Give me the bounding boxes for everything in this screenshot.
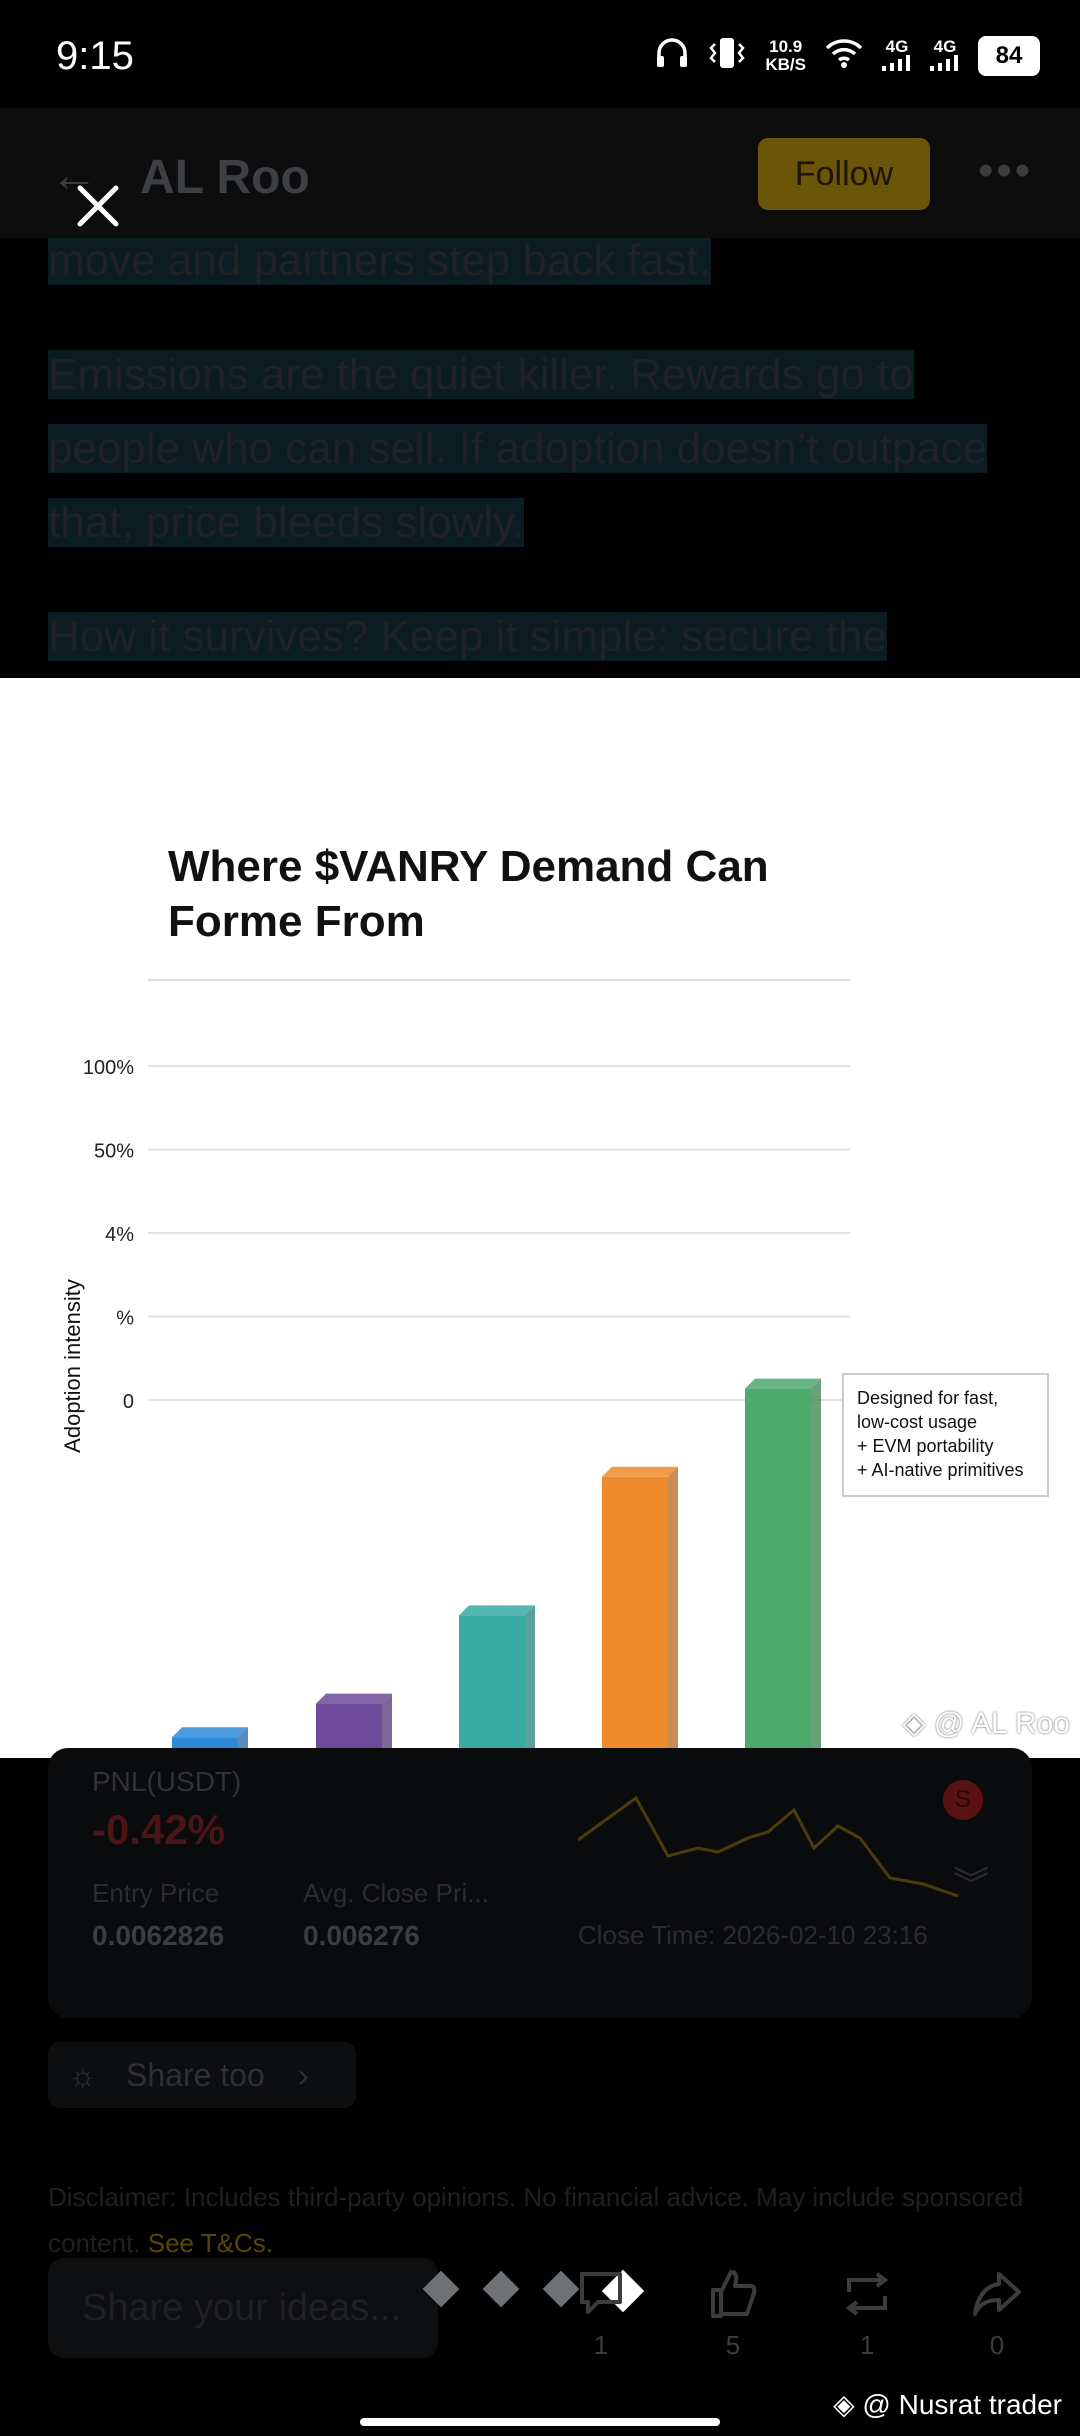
close-time: Close Time: 2026-02-10 23:16 xyxy=(578,1920,928,1950)
signal-4g-2: 4G xyxy=(930,38,960,74)
double-chevron-down-icon[interactable]: ︾ xyxy=(953,1864,990,1905)
entry-price-label: Entry Price xyxy=(92,1878,220,1908)
share-too-chip[interactable]: ☼ Share too › xyxy=(48,2042,356,2108)
y-axis-label: Adoption intensity xyxy=(60,1279,85,1453)
home-indicator[interactable] xyxy=(360,2418,720,2426)
article-body: move and partners step back fast. Emissi… xyxy=(0,238,1080,678)
back-arrow-icon[interactable]: ← xyxy=(50,149,98,202)
binance-logo-icon: ◈ xyxy=(833,2389,855,2420)
article-paragraph-3: How it survives? Keep it simple: secure … xyxy=(48,612,887,661)
price-sparkline xyxy=(578,1795,959,1898)
y-tick-label: % xyxy=(116,1308,134,1330)
share-icon xyxy=(962,2266,1032,2326)
share-ideas-input[interactable]: Share your ideas... xyxy=(48,2258,438,2358)
trade-card[interactable]: PNL(USDT) -0.42% Entry Price 0.0062826 A… xyxy=(48,1748,1032,2018)
image-watermark: ◈ @ AL Roo xyxy=(902,1707,1070,1740)
y-tick-label: 0 xyxy=(123,1391,134,1413)
chevron-right-icon: › xyxy=(298,2057,309,2093)
avg-close-label: Avg. Close Pri... xyxy=(303,1878,489,1908)
comment-button[interactable]: 1 xyxy=(566,2266,636,2361)
signal-4g-1: 4G xyxy=(882,38,912,74)
short-badge: S xyxy=(943,1780,983,1820)
post-header: ← AL Roo Follow ••• xyxy=(0,108,1080,238)
bar-4 xyxy=(602,1466,678,1838)
clock: 9:15 xyxy=(56,34,134,78)
bottom-action-bar: Share your ideas... 1 5 1 xyxy=(48,2258,1032,2368)
pnl-label: PNL(USDT) xyxy=(92,1766,242,1797)
follow-button[interactable]: Follow xyxy=(758,138,930,210)
bar-5 xyxy=(745,1378,821,1838)
annotation-line: + EVM portability xyxy=(857,1436,994,1456)
lightbulb-icon: ☼ xyxy=(68,2057,98,2093)
more-icon[interactable]: ••• xyxy=(978,146,1034,195)
disclaimer: Disclaimer: Includes third-party opinion… xyxy=(48,2182,1024,2258)
repost-icon xyxy=(832,2266,902,2326)
repost-button[interactable]: 1 xyxy=(832,2266,902,2361)
screenshot-credit: ◈ @ Nusrat trader xyxy=(833,2389,1062,2420)
binance-logo-icon: ◈ xyxy=(902,1707,926,1740)
wifi-icon xyxy=(824,37,864,75)
chart-title-line-1: Where $VANRY Demand Can xyxy=(168,842,769,891)
battery-indicator: 84 xyxy=(978,36,1040,76)
pager-dot[interactable] xyxy=(422,2270,460,2308)
y-tick-label: 50% xyxy=(94,1141,134,1163)
entry-price-value: 0.0062826 xyxy=(92,1920,225,1951)
bar-3 xyxy=(459,1605,535,1838)
bar-chart: Where $VANRY Demand Can Forme From 100% 5… xyxy=(60,842,1049,1919)
vibrate-icon xyxy=(707,36,747,76)
author-name[interactable]: AL Roo xyxy=(140,151,310,204)
y-tick-label: 100% xyxy=(83,1057,134,1079)
close-icon[interactable] xyxy=(70,178,126,234)
terms-link[interactable]: See T&Cs. xyxy=(147,2228,273,2258)
network-speed: 10.9 KB/S xyxy=(765,37,806,74)
article-paragraph-2: Emissions are the quiet killer. Rewards … xyxy=(48,350,988,547)
comment-icon xyxy=(566,2266,636,2326)
status-icons: 10.9 KB/S 4G 4G 84 xyxy=(655,36,1040,76)
chart-title-line-2: Forme From xyxy=(168,897,425,946)
pnl-value: -0.42% xyxy=(92,1806,226,1853)
like-button[interactable]: 5 xyxy=(698,2266,768,2361)
headphones-icon xyxy=(655,37,689,75)
annotation-line: low-cost usage xyxy=(857,1412,977,1432)
status-bar: 9:15 10.9 KB/S 4G 4G 84 xyxy=(0,0,1080,108)
pager-dot[interactable] xyxy=(482,2270,520,2308)
y-tick-label: 4% xyxy=(105,1224,134,1246)
annotation-line: Designed for fast, xyxy=(857,1388,998,1408)
share-button[interactable]: 0 xyxy=(962,2266,1032,2361)
avg-close-value: 0.006276 xyxy=(303,1920,420,1951)
post-footer-area: PNL(USDT) -0.42% Entry Price 0.0062826 A… xyxy=(0,1748,1080,2436)
annotation-line: + AI-native primitives xyxy=(857,1460,1024,1480)
thumbs-up-icon xyxy=(698,2266,768,2326)
image-viewer[interactable]: Where $VANRY Demand Can Forme From 100% 5… xyxy=(0,678,1080,1919)
article-paragraph-1: move and partners step back fast. xyxy=(48,238,711,285)
annotation-box xyxy=(842,1373,1049,1497)
